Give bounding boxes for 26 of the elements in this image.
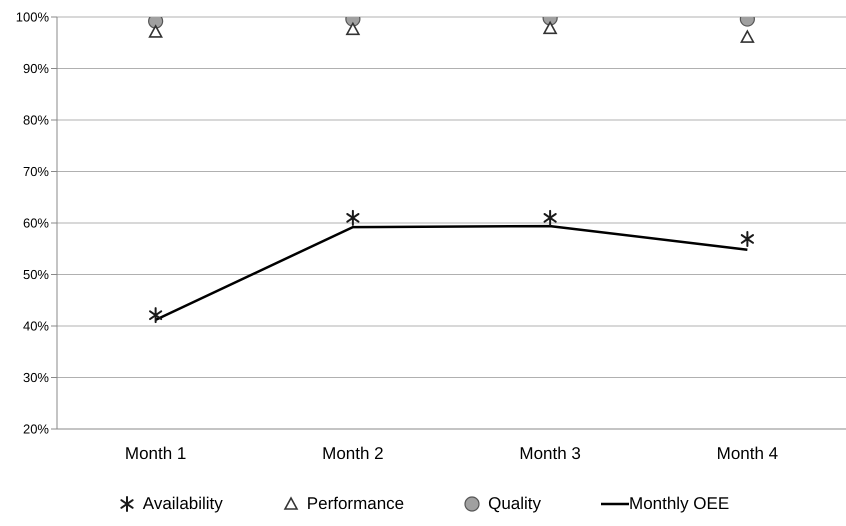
x-tick-label: Month 1 <box>124 444 186 464</box>
legend-label: Monthly OEE <box>629 494 730 514</box>
legend-label: Performance <box>306 494 404 514</box>
y-tick-label: 80% <box>22 112 50 128</box>
y-tick-label: 70% <box>22 164 50 180</box>
y-tick-label: 30% <box>22 370 50 386</box>
point <box>740 30 754 43</box>
point <box>740 230 754 247</box>
legend-label: Quality <box>488 494 542 514</box>
point <box>543 22 557 34</box>
point <box>346 210 360 226</box>
x-tick-label: Month 4 <box>716 444 778 464</box>
x-tick-label: Month 3 <box>519 444 581 464</box>
y-tick-label: 40% <box>22 318 50 334</box>
point <box>346 22 360 36</box>
x-tick-label: Month 2 <box>322 444 384 464</box>
y-tick-label: 20% <box>22 422 50 437</box>
point <box>149 307 162 324</box>
y-tick-label: 50% <box>22 267 50 282</box>
point <box>544 210 557 226</box>
y-tick-label: 60% <box>22 216 50 231</box>
y-tick-label: 90% <box>22 61 50 76</box>
legend-label: Availability <box>142 494 223 514</box>
y-tick-label: 100% <box>16 10 50 25</box>
line-series <box>154 224 749 322</box>
point <box>148 25 162 38</box>
